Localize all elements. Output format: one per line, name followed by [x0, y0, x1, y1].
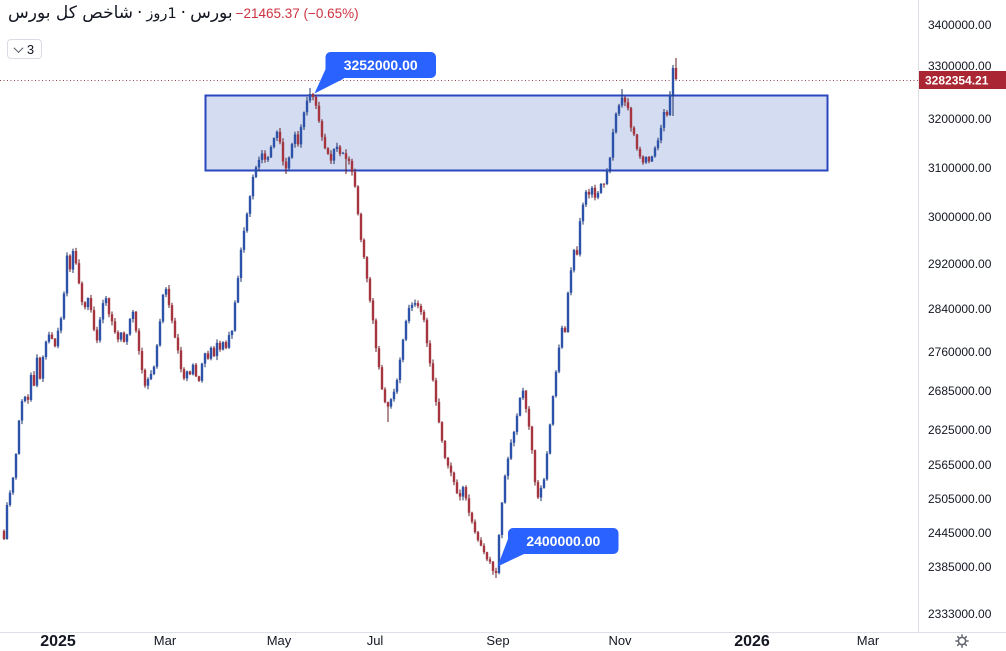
svg-text:Sep: Sep — [486, 633, 509, 648]
svg-text:2565000.00: 2565000.00 — [928, 458, 992, 472]
svg-text:Mar: Mar — [857, 633, 880, 648]
svg-text:3252000.00: 3252000.00 — [344, 57, 418, 73]
svg-text:2840000.00: 2840000.00 — [928, 302, 992, 316]
svg-text:Mar: Mar — [154, 633, 177, 648]
svg-text:2333000.00: 2333000.00 — [928, 607, 992, 621]
svg-text:3282354.21: 3282354.21 — [925, 74, 989, 88]
svg-text:May: May — [267, 633, 292, 648]
svg-text:Nov: Nov — [608, 633, 632, 648]
svg-text:3100000.00: 3100000.00 — [928, 161, 992, 175]
svg-text:2505000.00: 2505000.00 — [928, 492, 992, 506]
svg-text:2685000.00: 2685000.00 — [928, 384, 992, 398]
svg-text:2385000.00: 2385000.00 — [928, 560, 992, 574]
svg-text:2400000.00: 2400000.00 — [526, 533, 600, 549]
svg-text:2760000.00: 2760000.00 — [928, 345, 992, 359]
svg-text:2920000.00: 2920000.00 — [928, 257, 992, 271]
svg-text:3200000.00: 3200000.00 — [928, 112, 992, 126]
svg-text:3400000.00: 3400000.00 — [928, 18, 992, 32]
svg-text:3300000.00: 3300000.00 — [928, 59, 992, 73]
svg-text:2625000.00: 2625000.00 — [928, 423, 992, 437]
svg-text:2445000.00: 2445000.00 — [928, 526, 992, 540]
svg-text:Jul: Jul — [367, 633, 384, 648]
svg-text:2026: 2026 — [734, 633, 770, 650]
svg-text:3000000.00: 3000000.00 — [928, 210, 992, 224]
svg-text:2025: 2025 — [40, 633, 76, 650]
